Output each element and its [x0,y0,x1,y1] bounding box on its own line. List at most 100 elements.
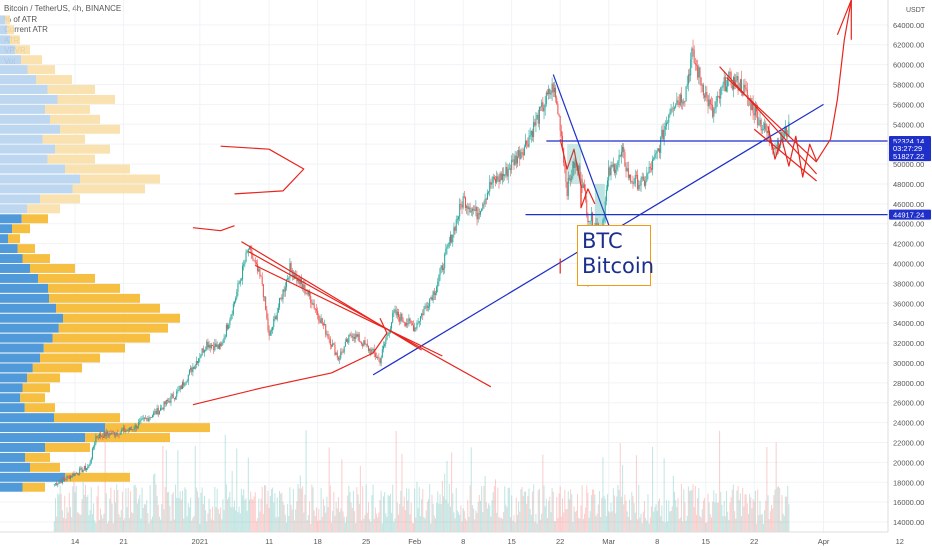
candle-body [109,433,111,436]
volume-bar [332,510,334,532]
volume-bar [501,518,503,532]
candle-body [436,286,438,293]
candle-body [237,283,239,293]
candle-body [276,312,278,320]
candle-body [655,152,657,155]
vp-row-down [85,433,170,443]
candle-body [424,306,426,310]
candle-body [102,436,104,438]
candle-body [76,473,78,475]
candle-body [339,358,341,360]
candle-body [184,384,186,386]
candle-body [454,227,456,231]
vp-row-down [48,283,120,293]
volume-bar [759,500,761,532]
candle-body [701,84,703,86]
time-tick-label: Mar [602,537,615,546]
candle-body [310,295,312,303]
candle-body [233,301,235,305]
candle-body [552,83,554,93]
candle-body [743,84,745,96]
vp-row-up [0,452,25,462]
volume-bar [96,496,98,532]
candle-body [604,200,606,218]
candle-body [494,179,497,183]
time-tick-label: 21 [119,537,127,546]
candle-body [195,361,197,365]
volume-bar [762,523,764,532]
volume-bar [787,485,789,532]
candle-body [224,336,226,338]
candle-body [150,417,152,418]
volume-bar [553,520,555,532]
price-tick-label: 40000.00 [893,260,924,269]
candle-body [571,176,573,181]
candle-body [126,430,128,431]
candle-body [269,331,271,336]
candle-body [279,298,281,308]
volume-bar [269,496,271,532]
candle-body [560,130,562,136]
candle-body [163,401,165,410]
volume-bar [426,501,428,532]
candle-body [181,382,184,390]
volume-bar [453,512,455,532]
volume-bar [281,492,283,532]
volume-bar [156,495,158,532]
price-label-bg [889,143,931,154]
volume-bar [72,486,74,532]
volume-bar [445,499,447,532]
volume-bar [245,498,247,532]
candle-body [492,176,494,183]
candle-body [168,400,170,402]
volume-bar [231,470,233,532]
volume-bar [639,517,641,532]
candle-body [455,219,457,231]
volume-bar [716,502,718,532]
volume-bar [236,448,238,532]
vp-row-up [0,204,27,214]
indicator-current-atr[interactable]: Current ATR [4,25,48,34]
candle-body [341,351,343,353]
volume-bar [86,497,88,532]
candle-body [267,318,269,331]
price-tick-label: 30000.00 [893,359,924,368]
candle-body [609,167,611,176]
volume-bar [777,486,780,532]
volume-bar [498,516,500,532]
volume-bar [602,457,604,532]
symbol-title[interactable]: Bitcoin / TetherUS, 4h, BINANCE [4,4,122,13]
candle-body [80,467,82,469]
volume-bar [559,486,561,532]
volume-bar [102,518,104,532]
volume-bar [149,485,151,532]
volume-bar [720,491,722,532]
volume-bar [267,490,269,532]
candle-body [513,159,515,166]
candle-body [592,212,594,227]
volume-bar [176,497,178,532]
candle-body [744,84,746,88]
btc-annotation-box[interactable]: BTC Bitcoin [577,225,654,286]
candle-body [394,309,396,311]
volume-bar [381,523,383,532]
volume-bar [121,491,123,532]
volume-bar [675,500,677,532]
volume-bar [589,511,591,532]
candle-body [403,322,405,323]
volume-bar [287,504,289,532]
indicator-pct-atr[interactable]: % of ATR [4,14,38,24]
candle-body [127,430,129,431]
candle-body [385,340,387,345]
volume-bar [421,499,423,532]
candle-body [708,99,710,107]
candle-body [444,254,446,269]
candle-body [82,469,84,473]
candle-body [177,390,179,392]
volume-bar [648,523,650,532]
volume-bar [736,490,738,532]
volume-bar [667,521,669,532]
candle-body [404,322,406,326]
volume-bar [646,520,648,532]
